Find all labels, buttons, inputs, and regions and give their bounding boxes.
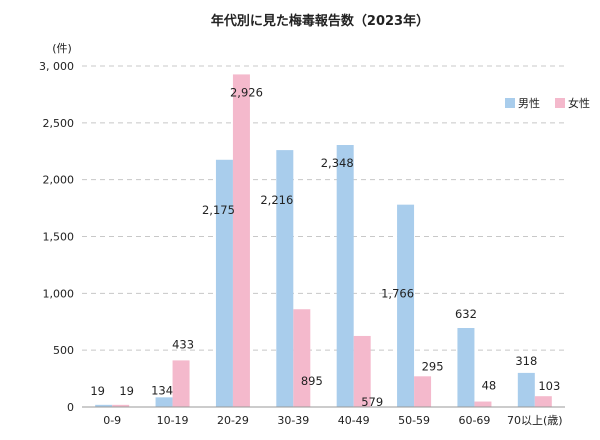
data-label: 134	[151, 383, 173, 397]
bar-male	[276, 150, 294, 407]
bar-male	[336, 144, 354, 407]
bar-female	[534, 396, 552, 407]
y-tick-label: 2,000	[43, 174, 75, 187]
data-label: 1,766	[381, 287, 414, 301]
bars	[95, 74, 552, 408]
bar-male	[215, 159, 233, 407]
data-labels: 19 134 2,175 2,216 2,348 1,766 632 318 19 433 2,92…	[90, 85, 560, 409]
data-label: 632	[455, 307, 477, 321]
y-tick-label: 500	[53, 344, 74, 357]
legend-label: 女性	[568, 96, 590, 110]
bar-male	[155, 397, 173, 407]
bar-male	[95, 404, 113, 407]
y-tick-label: 3, 000	[39, 60, 74, 73]
data-label: 579	[361, 395, 383, 409]
legend-swatch	[555, 98, 565, 108]
bar-female	[293, 309, 311, 407]
data-label: 2,926	[230, 85, 263, 99]
legend-label: 男性	[518, 96, 540, 110]
chart-title: 年代別に見た梅毒報告数（2023年）	[211, 13, 429, 29]
y-tick-label: 1,500	[43, 231, 75, 244]
data-label: 2,216	[260, 193, 293, 207]
x-tick-label: 30-39	[277, 414, 309, 427]
bar-female	[112, 404, 130, 407]
y-axis-ticks: 0 500 1,000 1,500 2,000 2,500 3, 000	[39, 60, 74, 414]
data-label: 103	[538, 379, 560, 393]
data-label: 2,175	[202, 203, 235, 217]
bar-female	[353, 335, 371, 407]
bar-male	[517, 372, 535, 407]
x-tick-label: 50-59	[398, 414, 430, 427]
y-tick-label: 2,500	[43, 117, 75, 130]
data-label: 433	[172, 337, 194, 351]
data-label: 48	[482, 379, 497, 393]
data-label: 2,348	[321, 156, 354, 170]
bar-female	[414, 376, 432, 407]
legend-swatch	[505, 98, 515, 108]
bar-female	[232, 74, 250, 408]
data-label: 318	[515, 354, 537, 368]
x-tick-label: 10-19	[157, 414, 189, 427]
x-tick-label: 70以上(歳)	[507, 414, 563, 427]
bar-male	[397, 204, 415, 407]
bar-male	[457, 328, 475, 407]
x-axis-ticks: 0-9 10-19 20-29 30-39 40-49 50-59 60-69 70以上(歳)	[103, 414, 562, 427]
gridlines	[82, 65, 565, 351]
data-label: 895	[301, 374, 323, 388]
legend: 男性 女性	[505, 96, 590, 110]
bar-female	[172, 360, 190, 407]
x-tick-label: 20-29	[217, 414, 249, 427]
x-tick-label: 60-69	[458, 414, 490, 427]
data-label: 19	[119, 384, 134, 398]
data-label: 19	[90, 384, 105, 398]
y-tick-label: 0	[67, 401, 74, 414]
x-tick-label: 40-49	[338, 414, 370, 427]
data-label: 295	[422, 359, 444, 373]
y-tick-label: 1,000	[43, 287, 75, 300]
x-tick-label: 0-9	[103, 414, 121, 427]
bar-female	[474, 401, 492, 407]
y-axis-unit: (件)	[52, 42, 72, 55]
